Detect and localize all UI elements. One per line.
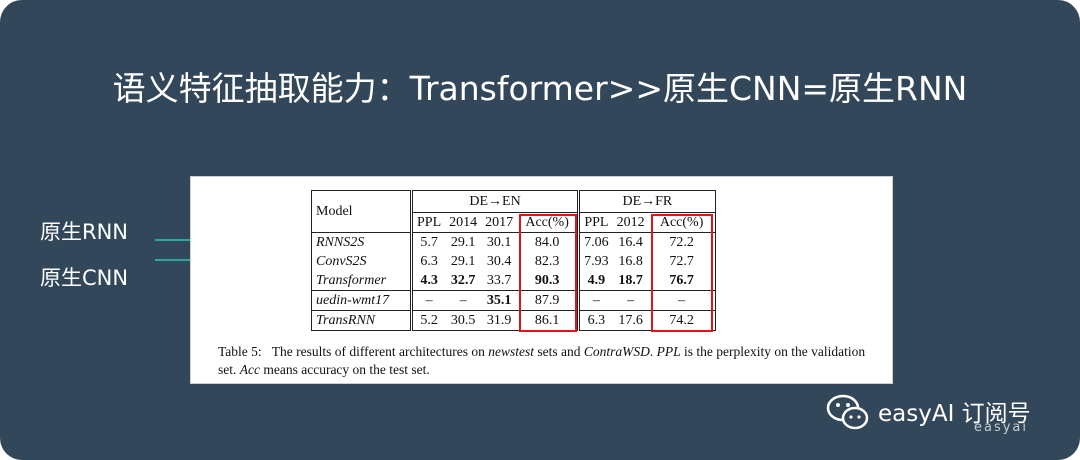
cell: 31.9: [481, 310, 518, 331]
caption-text: ContraWSD: [583, 344, 650, 359]
cell: 29.1: [450, 254, 476, 269]
header-cell: 2014: [449, 215, 478, 230]
cell: 18.7: [618, 273, 643, 288]
model-cell: uedin-wmt17: [311, 290, 413, 311]
cell: 84.0: [517, 232, 581, 252]
cell: 90.3: [517, 271, 581, 291]
cell: 6.3: [420, 254, 438, 269]
cell: 29.1: [445, 232, 482, 252]
cell: 7.93: [584, 254, 609, 269]
cell: 4.9: [587, 273, 606, 288]
cell: 87.9: [517, 290, 581, 311]
header-cell: 2012: [616, 215, 645, 230]
cell: 30.1: [481, 232, 518, 252]
caption-text: .: [649, 344, 657, 359]
caption-text: Table 5:: [218, 344, 262, 359]
highlight-box: [519, 213, 577, 332]
cell: 16.8: [618, 254, 643, 269]
watermark-sub: easyai: [974, 420, 1029, 435]
results-table: Model DE→EN DE→FR PPL 2014 2017 Acc(%) P…: [311, 190, 716, 331]
header-cell: PPL: [417, 215, 442, 230]
cell: 74.2: [648, 310, 716, 331]
cell: 7.06: [578, 232, 613, 252]
caption-text: sets and: [533, 344, 584, 359]
header-cell: PPL: [584, 215, 609, 230]
cell: 86.1: [517, 310, 581, 331]
watermark: easyAI 订阅号 easyai: [824, 392, 1064, 442]
cell: –: [445, 290, 482, 311]
model-cell: TransRNN: [311, 310, 413, 331]
cell: 33.7: [486, 273, 512, 288]
slide-title: 语义特征抽取能力：Transformer>>原生CNN=原生RNN: [112, 69, 968, 108]
cell: –: [612, 290, 649, 311]
caption-text: means accuracy on the test set.: [259, 362, 430, 377]
cell: 30.4: [486, 254, 512, 269]
cell: 5.7: [411, 232, 446, 252]
caption-text: The results of different architectures o…: [271, 344, 489, 359]
table-caption: Table 5: The results of different archit…: [218, 343, 878, 379]
model-cell: Transformer: [311, 271, 413, 291]
cell: 35.1: [481, 290, 518, 311]
caption-text: is the perplexity on the validation set.: [218, 344, 866, 377]
cell: 82.3: [517, 252, 581, 271]
cell: 6.3: [578, 310, 613, 331]
highlight-box: [650, 213, 714, 332]
caption-text: Acc: [239, 362, 260, 377]
header-cell: Acc(%): [648, 212, 716, 233]
caption-text: PPL: [656, 344, 681, 359]
annotation: 原生RNN: [40, 220, 129, 244]
cell: 32.7: [450, 273, 476, 288]
cell: 30.5: [445, 310, 482, 331]
header-cell: 2017: [485, 215, 514, 230]
header-cell: Acc(%): [517, 212, 581, 233]
paper-excerpt: Model DE→EN DE→FR PPL 2014 2017 Acc(%) P…: [190, 176, 893, 384]
watermark-brand: easyAI 订阅号: [878, 401, 1031, 427]
cell: 16.4: [612, 232, 649, 252]
caption-text: newstest: [488, 344, 534, 359]
group-header: DE→FR: [578, 190, 716, 213]
cell: 72.7: [648, 252, 716, 271]
wechat-icon: [826, 394, 869, 430]
model-cell: RNNS2S: [311, 232, 413, 252]
cell: –: [648, 290, 716, 311]
cell: 17.6: [612, 310, 649, 331]
cell: –: [578, 290, 613, 311]
model-cell: ConvS2S: [311, 252, 413, 271]
header-cell: Model: [311, 190, 413, 233]
cell: –: [411, 290, 446, 311]
cell: 76.7: [648, 271, 716, 291]
cell: 72.2: [648, 232, 716, 252]
group-header: DE→EN: [411, 190, 581, 213]
cell: 4.3: [420, 273, 438, 288]
annotation: 原生CNN: [40, 266, 129, 290]
cell: 5.2: [411, 310, 446, 331]
